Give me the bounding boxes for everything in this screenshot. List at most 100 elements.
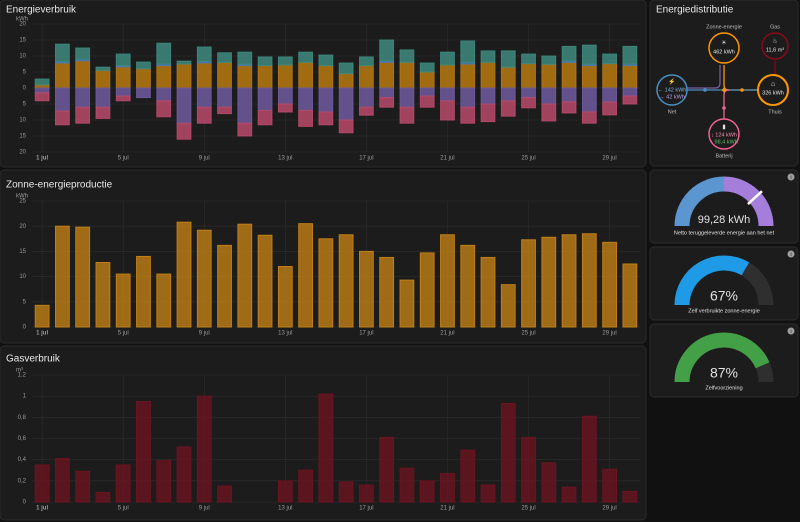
gauge-needle (747, 190, 763, 205)
x-tick-label: 21 jul (440, 506, 454, 512)
battery-node[interactable] (708, 118, 740, 150)
info-icon[interactable]: i (787, 173, 795, 181)
y-tick-label: 5 (23, 70, 27, 76)
x-tick-label: 17 jul (359, 506, 373, 512)
bar-segment (34, 87, 50, 94)
bar-segment (581, 111, 597, 124)
x-tick-label: 1 jul (36, 156, 48, 162)
bar-segment (196, 46, 212, 62)
bar-segment (338, 62, 354, 75)
bar (581, 415, 597, 503)
bar-segment (561, 101, 577, 114)
bar-segment (217, 87, 232, 108)
bar (277, 480, 293, 503)
bar (176, 446, 192, 503)
bar-segment (257, 87, 273, 111)
bar-segment (298, 51, 313, 63)
axis-unit: kWh (16, 17, 28, 23)
bar-segment (55, 110, 70, 126)
y-tick-label: 20 (19, 22, 26, 28)
bar (359, 484, 374, 503)
bar-segment (277, 56, 293, 66)
x-tick-label: 9 jul (199, 506, 210, 512)
bar-segment (196, 62, 212, 89)
bar (561, 486, 577, 503)
node-label: Thuis (768, 109, 782, 115)
home-icon: ⌂ (771, 81, 775, 88)
bar-segment (55, 62, 70, 89)
bar (338, 234, 354, 328)
node-value: ↓ 124 kWh (711, 132, 737, 138)
bar (156, 273, 172, 328)
bar (541, 236, 557, 328)
bar-segment (298, 109, 313, 127)
info-icon[interactable]: i (787, 250, 795, 258)
bar-segment (561, 45, 577, 62)
bar-segment (500, 50, 516, 68)
bar-segment (95, 69, 111, 89)
y-tick-label: 15 (19, 134, 26, 140)
bar-segment (34, 92, 50, 102)
info-icon[interactable]: i (787, 327, 795, 335)
bar (359, 250, 374, 328)
bar-segment (156, 100, 172, 118)
bar-segment (399, 49, 415, 63)
x-tick-label: 21 jul (440, 156, 454, 162)
bar-segment (460, 106, 476, 124)
gas-node[interactable] (761, 32, 789, 60)
gauge-segment (674, 176, 725, 227)
bar-segment (359, 106, 374, 116)
bar-segment (440, 87, 455, 102)
gauge-label: Zelfvoorziening (705, 385, 742, 391)
bar-segment (460, 63, 476, 89)
x-tick-label: 13 jul (278, 156, 292, 162)
bar-segment (480, 61, 496, 89)
bar-segment (338, 87, 354, 121)
home-node[interactable] (757, 74, 789, 106)
bar-segment (521, 87, 536, 99)
bar-segment (500, 100, 516, 117)
bar (622, 490, 638, 503)
grid-node[interactable] (656, 74, 688, 106)
bar-segment (440, 100, 455, 121)
flow-dot (740, 88, 744, 92)
bar (298, 223, 313, 328)
bar-segment (257, 56, 273, 67)
bar-segment (581, 87, 597, 113)
bar-segment (176, 60, 192, 65)
bar-segment (500, 66, 516, 89)
bar-segment (581, 44, 597, 65)
bar (440, 472, 455, 503)
y-tick-label: 0 (23, 500, 27, 506)
y-tick-label: 0,2 (18, 478, 27, 484)
y-tick-label: 1,2 (18, 373, 27, 379)
node-value: ↑ 98,4 kWh (710, 139, 738, 145)
bar-segment (136, 87, 151, 99)
gauge-segment (723, 176, 774, 227)
bar-segment (298, 61, 313, 89)
svg-text:i: i (790, 175, 791, 181)
bar (95, 491, 111, 503)
bar-segment (318, 87, 334, 113)
card-title: Energieverbruik (6, 5, 77, 16)
axis-unit: kWh (16, 194, 28, 200)
node-label: Gas (770, 24, 780, 30)
bar-segment (196, 87, 212, 108)
bar (257, 234, 273, 328)
svg-text:i: i (790, 329, 791, 335)
x-tick-label: 17 jul (359, 156, 373, 162)
bar-segment (359, 56, 374, 67)
bar-segment (277, 87, 293, 105)
bar (55, 458, 70, 503)
bar-segment (419, 95, 435, 108)
bar-segment (318, 111, 334, 126)
bar (399, 467, 415, 503)
bar-segment (95, 106, 111, 119)
bar-segment (622, 65, 638, 89)
y-tick-label: 5 (23, 299, 27, 305)
gauge-label: Zelf verbruikte zonne-energie (688, 308, 760, 314)
bar-segment (237, 51, 253, 65)
solar-node[interactable] (708, 32, 740, 64)
bar-segment (541, 87, 557, 105)
